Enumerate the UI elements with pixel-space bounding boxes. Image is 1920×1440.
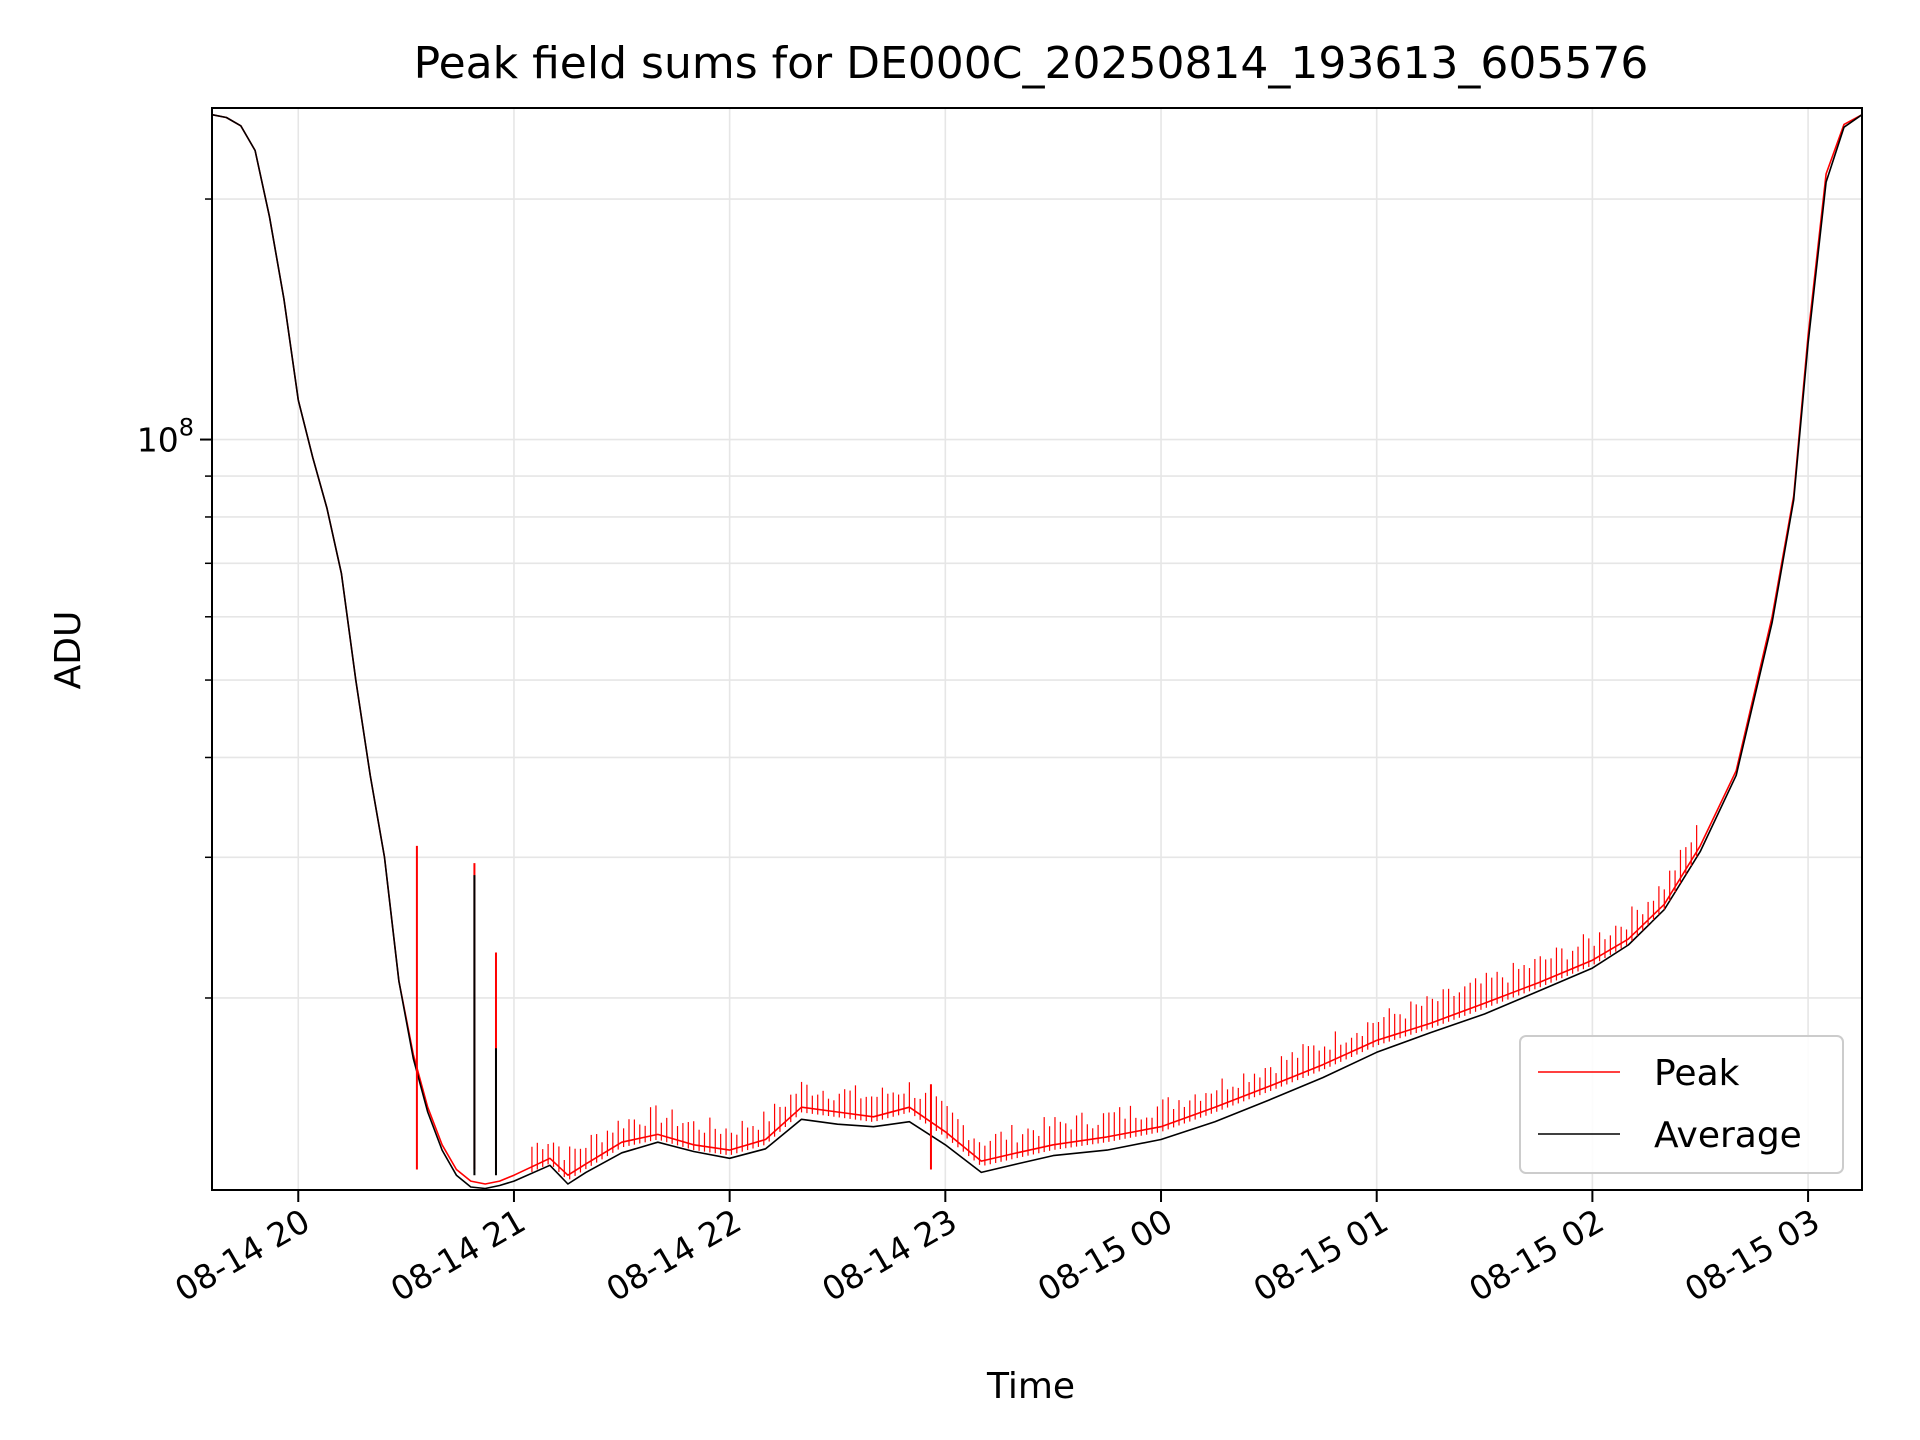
peak-jitter-group [531,825,1698,1180]
plot-frame [211,107,1863,1191]
legend-label-average: Average [1654,1115,1802,1156]
legend-label-peak: Peak [1654,1053,1740,1094]
y-axis-label: ADU [48,611,89,690]
y-tick-label: 108 [137,414,194,460]
grid-lines [212,108,1862,1190]
legend-box [1519,1035,1844,1174]
series-layer [211,113,1863,1190]
series-line-average [211,113,1863,1190]
chart-title: Peak field sums for DE000C_20250814_1936… [414,38,1649,89]
x-axis-label: Time [986,1366,1075,1407]
legend: Peak Average [1519,1035,1844,1174]
